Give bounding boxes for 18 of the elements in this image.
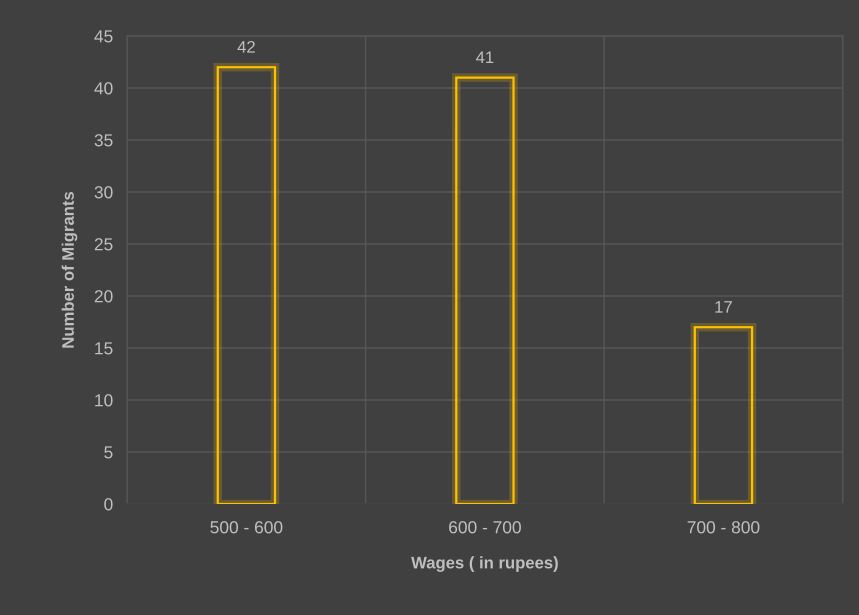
x-axis-title: Wages ( in rupees) (411, 556, 558, 572)
data-label: 42 (238, 40, 255, 53)
y-tick-label: 25 (94, 238, 113, 250)
y-tick-label: 35 (94, 134, 113, 146)
x-tick-label: 600 - 700 (449, 521, 521, 534)
y-tick-label: 0 (104, 498, 113, 510)
y-tick-label: 10 (95, 394, 113, 406)
y-tick-label: 45 (94, 30, 113, 42)
y-tick-label: 30 (94, 186, 113, 198)
y-tick-label: 20 (94, 290, 113, 302)
data-label: 41 (476, 52, 494, 64)
data-label: 17 (715, 301, 732, 313)
y-tick-label: 5 (104, 446, 113, 458)
y-tick-label: 40 (94, 82, 113, 94)
y-axis-title: Number of Migrants (62, 192, 78, 348)
y-tick-label: 15 (95, 342, 113, 354)
x-tick-label: 500 - 600 (210, 521, 282, 534)
x-tick-label: 700 - 800 (688, 521, 760, 534)
